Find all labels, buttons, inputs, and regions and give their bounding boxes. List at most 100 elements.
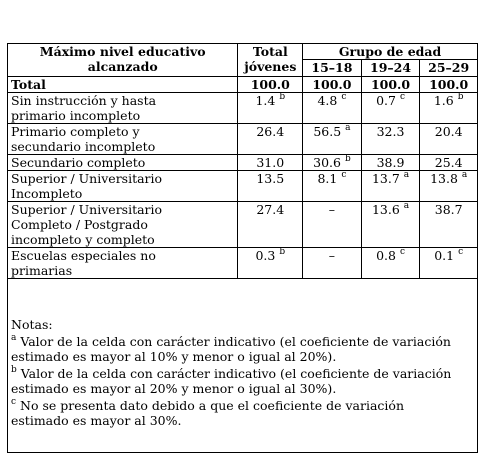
value-cell: 0.3 b [237, 247, 304, 279]
row-label-line: Total [11, 77, 46, 92]
value-cell: 30.6 b [302, 154, 362, 171]
row-label-line: Sin instrucción y hasta [11, 93, 157, 108]
header-col1-line1: Máximo nivel educativo [39, 44, 206, 59]
value-cell: 38.9 [360, 154, 421, 171]
note-text-line2: estimado es mayor al 10% y menor o igual… [11, 349, 337, 364]
row-label: Sin instrucción y hasta primario incomple… [6, 92, 239, 124]
cell-footnote-mark: b [279, 92, 286, 102]
cell-footnote-mark: b [344, 154, 351, 164]
cell-footnote-mark: a [403, 201, 410, 211]
header-education-level: Máximo nivel educativo alcanzado [6, 43, 239, 77]
header-age-15-18: 15–18 [302, 59, 362, 77]
value-cell: 1.6 b [419, 92, 478, 124]
note-mark: b [11, 365, 17, 375]
header-col2-line1: Total [252, 44, 288, 59]
cell-value: 20.4 [434, 124, 463, 139]
row-label: Total [6, 76, 239, 93]
cell-footnote-mark: c [399, 92, 405, 102]
cell-footnote-mark: b [279, 247, 286, 257]
value-cell: – [302, 201, 362, 248]
row-label: Primario completo y secundario incompleto [6, 123, 239, 155]
note-item: b Valor de la celda con carácter indicat… [11, 365, 473, 397]
row-label-line: Secundario completo [11, 155, 146, 170]
cell-value: 0.3 [255, 248, 276, 263]
value-cell: 13.7 a [360, 170, 421, 202]
cell-footnote-mark: a [461, 170, 468, 180]
header-age-group: Grupo de edad [302, 43, 478, 60]
notes-section: Notas: a Valor de la celda con carácter … [8, 317, 476, 430]
cell-value: 32.3 [376, 124, 405, 139]
cell-value: 1.6 [433, 93, 454, 108]
value-cell: 32.3 [360, 123, 421, 155]
value-cell: 0.7 c [360, 92, 421, 124]
value-cell: 25.4 [419, 154, 478, 171]
value-cell: 0.1 c [419, 247, 478, 279]
table-row: Secundario completo 31.0 30.6 b 38.9 25.4 [6, 154, 478, 171]
cell-value: 1.4 [255, 93, 276, 108]
note-item: a Valor de la celda con carácter indicat… [11, 333, 473, 365]
notes-list: a Valor de la celda con carácter indicat… [11, 333, 473, 429]
row-label-line: primarias [11, 263, 73, 278]
value-cell: 38.7 [419, 201, 478, 248]
value-cell: 0.8 c [360, 247, 421, 279]
cell-value: 26.4 [256, 124, 285, 139]
row-label: Secundario completo [6, 154, 239, 171]
value-cell: – [302, 247, 362, 279]
cell-value: 8.1 [317, 171, 338, 186]
note-text-line1: No se presenta dato debido a que el coef… [16, 398, 405, 413]
cell-value: – [328, 248, 336, 263]
cell-value: 30.6 [313, 155, 341, 170]
table-row-total: Total 100.0 100.0 100.0 100.0 [6, 76, 478, 93]
cell-value: 4.8 [317, 93, 338, 108]
table-body: Total 100.0 100.0 100.0 100.0 Sin instrucción… [6, 76, 478, 279]
cell-value: 0.1 [434, 248, 455, 263]
cell-value: 100.0 [370, 77, 411, 92]
value-cell: 1.4 b [237, 92, 304, 124]
value-cell: 100.0 [237, 76, 304, 93]
cell-value: 13.8 [430, 171, 458, 186]
cell-value: 100.0 [250, 77, 290, 92]
cell-value: – [328, 202, 336, 217]
cell-value: 27.4 [256, 202, 285, 217]
value-cell: 20.4 [419, 123, 478, 155]
note-text-line1: Valor de la celda con carácter indicativ… [16, 366, 452, 381]
education-table: Máximo nivel educativo alcanzado Total j… [6, 43, 478, 279]
value-cell: 13.6 a [360, 201, 421, 248]
cell-value: 38.9 [376, 155, 405, 170]
note-item: c No se presenta dato debido a que el co… [11, 397, 473, 429]
row-label-line: secundario incompleto [11, 139, 156, 154]
cell-value: 25.4 [434, 155, 463, 170]
table-row: Sin instrucción y hasta primario incomple… [6, 92, 478, 124]
cell-value: 13.6 [371, 202, 400, 217]
value-cell: 100.0 [360, 76, 421, 93]
cell-footnote-mark: c [458, 247, 464, 257]
cell-footnote-mark: c [341, 170, 347, 180]
row-label: Superior / Universitario Incompleto [6, 170, 239, 202]
row-label-line: Primario completo y [11, 124, 140, 139]
header-total-youth: Total jóvenes [237, 43, 304, 77]
table-row: Escuelas especiales no primarias 0.3 b – 0.8… [6, 247, 478, 279]
value-cell: 31.0 [237, 154, 304, 171]
row-label-line: Completo / Postgrado [11, 217, 148, 232]
cell-value: 0.7 [376, 93, 396, 108]
row-label-line: Superior / Universitario [11, 171, 163, 186]
row-label-line: Escuelas especiales no [11, 248, 156, 263]
cell-value: 100.0 [429, 77, 469, 92]
cell-footnote-mark: b [457, 92, 464, 102]
cell-footnote-mark: a [345, 123, 351, 133]
note-mark: a [11, 333, 17, 343]
note-mark: c [11, 397, 17, 407]
value-cell: 27.4 [237, 201, 304, 248]
value-cell: 56.5 a [302, 123, 362, 155]
value-cell: 13.5 [237, 170, 304, 202]
value-cell: 100.0 [419, 76, 478, 93]
cell-footnote-mark: c [399, 247, 405, 257]
cell-value: 100.0 [312, 77, 352, 92]
row-label: Superior / Universitario Completo / Postg… [6, 201, 239, 248]
row-label-line: incompleto y completo [11, 232, 155, 247]
note-text-line1: Valor de la celda con carácter indicativ… [16, 334, 451, 349]
value-cell: 26.4 [237, 123, 304, 155]
header-age-25-29: 25–29 [419, 59, 478, 77]
header-age-19-24: 19–24 [360, 59, 421, 77]
row-label-line: primario incompleto [11, 108, 141, 123]
